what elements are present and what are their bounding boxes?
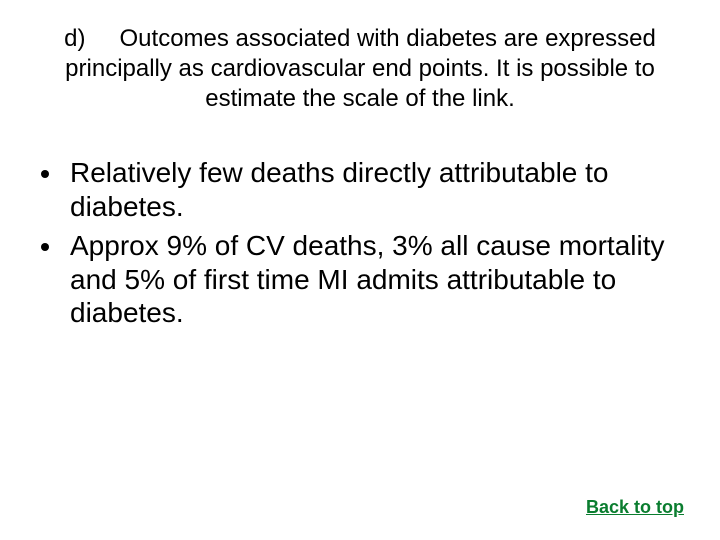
slide-heading: d)Outcomes associated with diabetes are … [36, 24, 684, 114]
slide: d)Outcomes associated with diabetes are … [0, 0, 720, 540]
back-to-top-link[interactable]: Back to top [586, 497, 684, 518]
bullet-list: Relatively few deaths directly attributa… [36, 156, 684, 330]
list-item: Approx 9% of CV deaths, 3% all cause mor… [64, 229, 684, 330]
heading-text: Outcomes associated with diabetes are ex… [65, 25, 656, 112]
heading-marker: d) [64, 24, 85, 54]
list-item: Relatively few deaths directly attributa… [64, 156, 684, 223]
